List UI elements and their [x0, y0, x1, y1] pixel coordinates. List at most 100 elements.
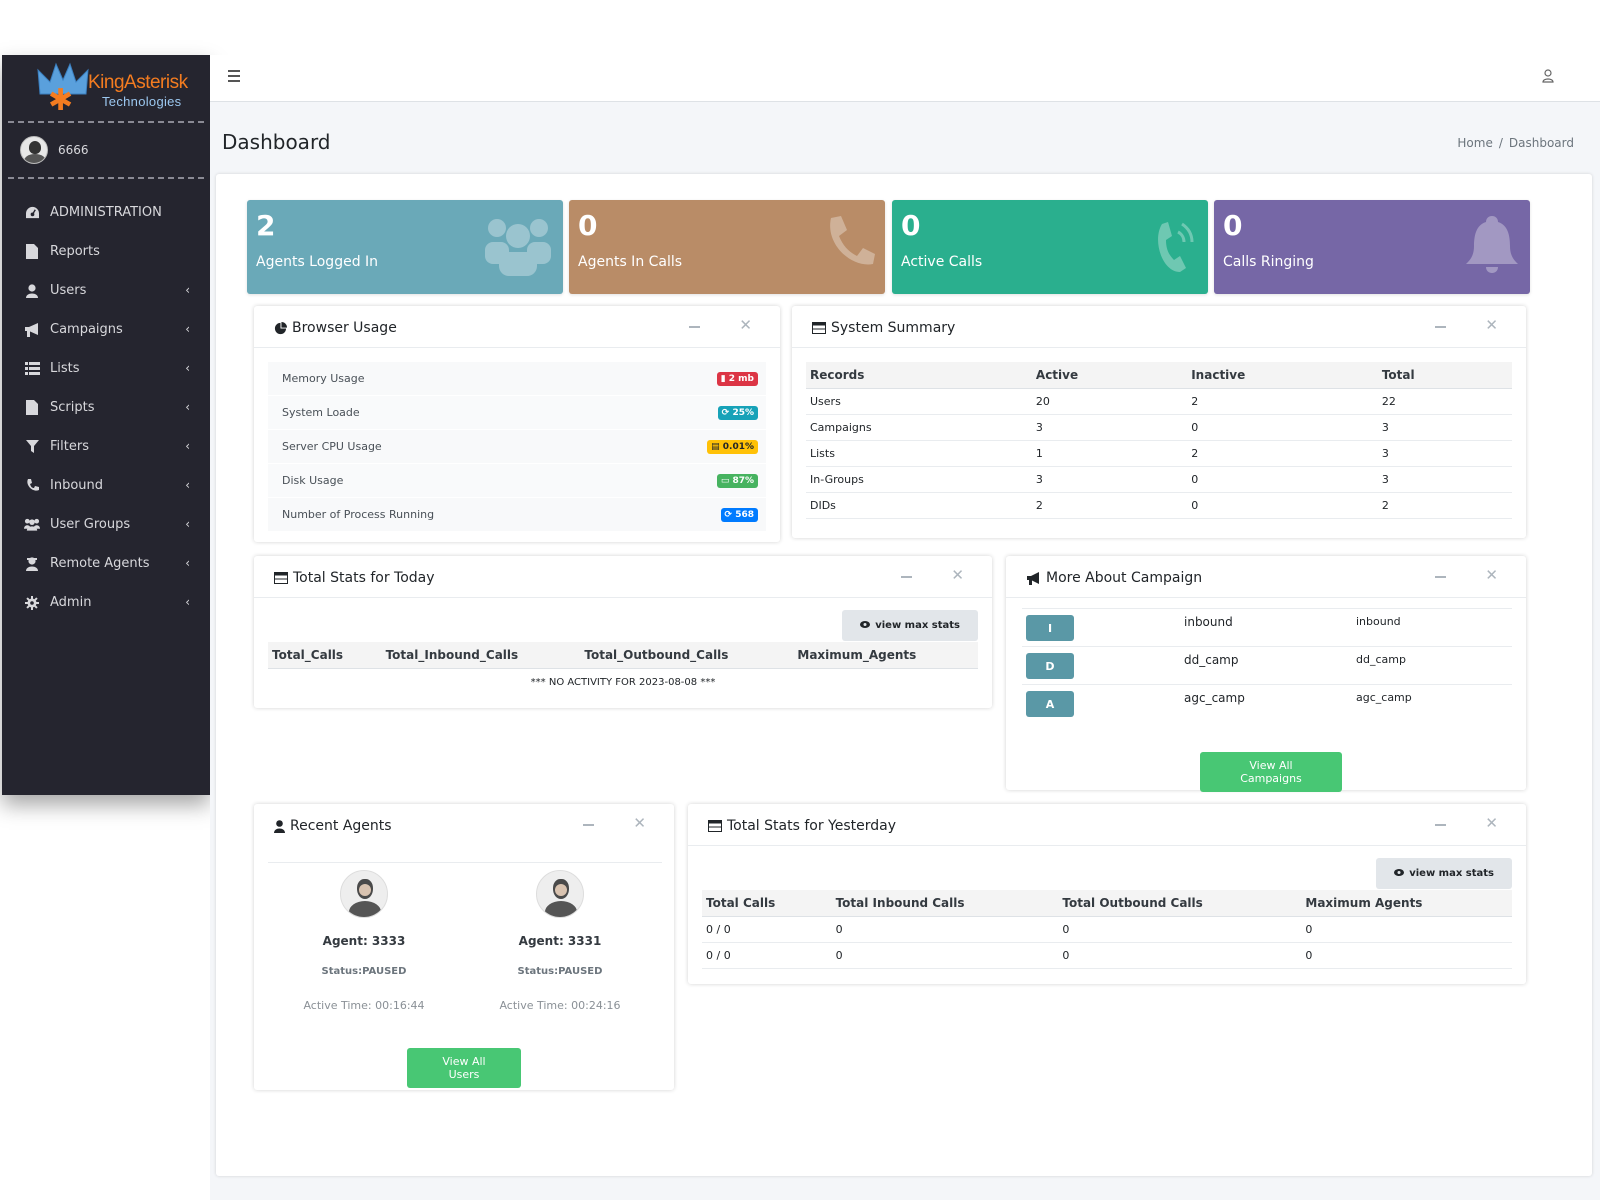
system-summary-title: System Summary — [831, 320, 956, 336]
sidebar-item-administration[interactable]: ADMINISTRATION — [2, 193, 210, 232]
today-stats-panel: Total Stats for Today ✕ view max stats T… — [254, 556, 992, 708]
close-icon[interactable]: ✕ — [1485, 316, 1498, 334]
chevron-left-icon: ‹ — [185, 556, 190, 570]
sidebar-item-filters[interactable]: Filters ‹ — [2, 427, 210, 466]
campaign-id: inbound — [1356, 615, 1401, 628]
column-header: Maximum Agents — [1301, 890, 1512, 917]
sidebar-item-user-groups[interactable]: User Groups ‹ — [2, 505, 210, 544]
today-stats-title: Total Stats for Today — [293, 570, 435, 586]
usage-label: Disk Usage — [282, 474, 344, 487]
table-cell: 3 — [1377, 440, 1512, 467]
table-cell: 3 — [1031, 414, 1188, 441]
column-header: Maximum_Agents — [793, 642, 978, 669]
sidebar-item-lists[interactable]: Lists ‹ — [2, 349, 210, 388]
badge-icon: ⟳ — [721, 408, 733, 418]
chevron-left-icon: ‹ — [185, 322, 190, 336]
view-max-stats-button[interactable]: view max stats — [842, 610, 978, 641]
column-header: Total — [1377, 362, 1512, 389]
sidebar-nav: ADMINISTRATION Reports Users ‹ Campaigns ‹ Lis… — [2, 179, 210, 622]
panel-title: System Summary — [812, 320, 955, 336]
phone-icon — [24, 478, 40, 494]
sidebar-item-reports[interactable]: Reports — [2, 232, 210, 271]
agent-card[interactable]: Agent: 3333 Status:PAUSED Active Time: 0… — [274, 870, 454, 1012]
agent-active-time: Active Time: 00:16:44 — [303, 999, 425, 1012]
view-max-stats-button[interactable]: view max stats — [1376, 858, 1512, 889]
table-cell: Users — [806, 388, 1032, 415]
brand-logo-area[interactable]: ✱ KingAsterisk Technologies — [8, 55, 204, 123]
usage-value: 25% — [732, 408, 754, 418]
minimize-icon[interactable] — [689, 326, 700, 328]
recent-agents-title: Recent Agents — [290, 818, 392, 834]
campaign-name: dd_camp — [1184, 653, 1239, 667]
dashboard-icon — [24, 205, 40, 221]
stat-label: Agents Logged In — [256, 254, 379, 270]
panel-title: Browser Usage — [274, 320, 397, 336]
breadcrumb-current: Dashboard — [1508, 136, 1574, 150]
user-name: 6666 — [58, 143, 89, 157]
user-panel[interactable]: 6666 — [8, 123, 204, 179]
view-all-campaigns-button[interactable]: View All Campaigns — [1200, 752, 1342, 792]
sidebar-item-label: User Groups — [50, 517, 131, 532]
column-header: Total Inbound Calls — [831, 890, 1059, 917]
close-icon[interactable]: ✕ — [1485, 814, 1498, 832]
list-icon — [24, 361, 40, 377]
stat-agents-logged-in[interactable]: 2 Agents Logged In — [247, 200, 563, 294]
page-title: Dashboard — [222, 130, 331, 154]
table-row: Lists 1 2 3 — [806, 440, 1512, 467]
recent-agents-panel: Recent Agents ✕ Agent: 3333 Status:PAUSE… — [254, 804, 674, 1090]
campaign-letter-button[interactable]: I — [1026, 615, 1074, 641]
table-cell: 3 — [1377, 466, 1512, 493]
minimize-icon[interactable] — [1435, 326, 1446, 328]
minimize-icon[interactable] — [1435, 576, 1446, 578]
content: Dashboard Home / Dashboard 2 Agents Logged… — [210, 102, 1600, 1200]
minimize-icon[interactable] — [901, 576, 912, 578]
sidebar-item-scripts[interactable]: Scripts ‹ — [2, 388, 210, 427]
campaign-id: dd_camp — [1356, 653, 1406, 666]
browser-usage-panel: Browser Usage ✕ Memory Usage ▮ 2 mb System… — [254, 306, 780, 542]
asterisk-icon: ✱ — [48, 83, 74, 118]
stat-agents-in-calls[interactable]: 0 Agents In Calls — [569, 200, 885, 294]
no-activity-message: *** NO ACTIVITY FOR 2023-08-08 *** — [530, 677, 716, 688]
stat-active-calls[interactable]: 0 Active Calls — [892, 200, 1208, 294]
stat-calls-ringing[interactable]: 0 Calls Ringing — [1214, 200, 1530, 294]
close-icon[interactable]: ✕ — [633, 814, 646, 832]
panel-title: More About Campaign — [1026, 570, 1202, 586]
minimize-icon[interactable] — [583, 824, 594, 826]
campaign-letter-button[interactable]: D — [1026, 653, 1074, 679]
user-menu-icon[interactable] — [1542, 69, 1554, 83]
table-cell: 1 — [1031, 440, 1188, 467]
menu-toggle-icon[interactable] — [228, 70, 240, 85]
agent-card[interactable]: Agent: 3331 Status:PAUSED Active Time: 0… — [470, 870, 650, 1012]
table-row: DIDs 2 0 2 — [806, 492, 1512, 519]
column-header: Total Calls — [702, 890, 832, 917]
stat-label: Calls Ringing — [1223, 254, 1314, 270]
table-cell: Campaigns — [806, 414, 1032, 441]
sidebar-item-inbound[interactable]: Inbound ‹ — [2, 466, 210, 505]
minimize-icon[interactable] — [1435, 824, 1446, 826]
usage-badge: ▮ 2 mb — [716, 372, 758, 386]
sidebar-item-users[interactable]: Users ‹ — [2, 271, 210, 310]
close-icon[interactable]: ✕ — [739, 316, 752, 334]
sidebar-item-remote-agents[interactable]: Remote Agents ‹ — [2, 544, 210, 583]
close-icon[interactable]: ✕ — [1485, 566, 1498, 584]
sidebar-item-admin[interactable]: Admin ‹ — [2, 583, 210, 622]
table-cell: 3 — [1031, 466, 1188, 493]
breadcrumb-home[interactable]: Home — [1457, 136, 1493, 150]
sidebar-item-label: Reports — [50, 244, 100, 259]
view-all-users-button[interactable]: View All Users — [407, 1048, 521, 1088]
list-item: Memory Usage ▮ 2 mb — [268, 362, 766, 396]
user-icon — [24, 283, 40, 299]
brand-name: KingAsterisk — [88, 72, 188, 93]
close-icon[interactable]: ✕ — [951, 566, 964, 584]
usage-badge: ⟳ 25% — [717, 406, 758, 420]
column-header: Records — [806, 362, 1032, 389]
table-cell: 20 — [1031, 388, 1188, 415]
campaign-letter-button[interactable]: A — [1026, 691, 1074, 717]
system-summary-panel: System Summary ✕ Records Active Inactive To… — [792, 306, 1526, 538]
usage-badge: ▭ 87% — [716, 474, 758, 488]
usage-value: 87% — [732, 476, 754, 486]
sidebar-item-campaigns[interactable]: Campaigns ‹ — [2, 310, 210, 349]
agent-active-time: Active Time: 00:24:16 — [499, 999, 621, 1012]
